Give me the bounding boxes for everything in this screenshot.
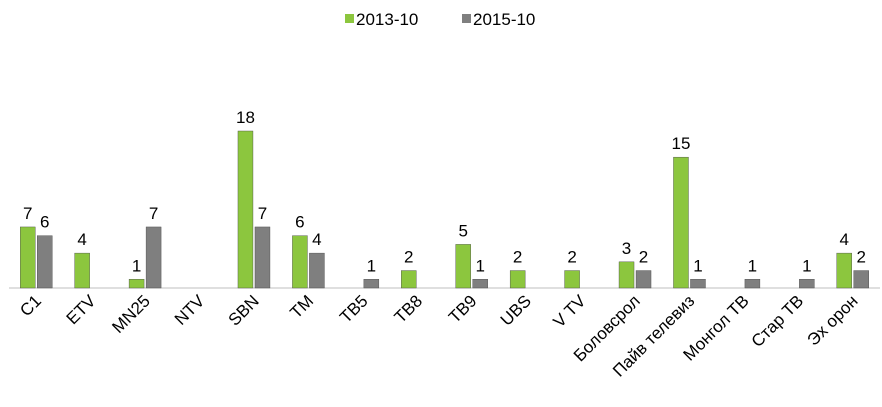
x-tick-label: TB5: [336, 291, 371, 326]
data-label: 18: [236, 108, 255, 127]
x-tick-label: V TV: [549, 291, 589, 331]
data-label: 1: [748, 256, 757, 275]
x-tick-label: C1: [16, 291, 45, 320]
x-tick-label: TB8: [391, 291, 426, 326]
data-label: 2: [857, 248, 866, 267]
data-label: 7: [23, 204, 32, 223]
data-label: 7: [258, 204, 267, 223]
legend-swatch: [462, 14, 471, 23]
bar: [799, 279, 815, 289]
x-tick-label: Стар ТВ: [748, 291, 808, 351]
x-tick-label: Эх орон: [803, 291, 861, 349]
data-label: 2: [404, 248, 413, 267]
bar: [401, 270, 417, 289]
bar: [744, 279, 761, 289]
bar: [363, 279, 380, 289]
data-label: 6: [40, 213, 49, 232]
bar: [635, 270, 652, 289]
bar: [292, 235, 308, 289]
data-label: 6: [295, 213, 304, 232]
bar: [836, 252, 852, 289]
legend-swatch: [345, 14, 354, 23]
data-label: 1: [132, 256, 141, 275]
data-label: 2: [639, 248, 648, 267]
x-tick-label: TB9: [445, 291, 480, 326]
bar: [472, 279, 488, 289]
data-label: 4: [840, 230, 849, 249]
bar: [673, 156, 689, 289]
data-label: 1: [693, 256, 702, 275]
bar: [455, 244, 471, 289]
bar: [128, 279, 145, 289]
x-tick-label: ETV: [63, 291, 100, 328]
bar: [254, 226, 271, 289]
bar: [145, 226, 162, 289]
data-label: 1: [802, 256, 811, 275]
x-tick-label: SBN: [225, 291, 263, 329]
legend-label: 2013-10: [356, 10, 418, 29]
bar: [309, 252, 325, 289]
bar: [564, 270, 580, 289]
bar: [509, 270, 526, 289]
data-label: 5: [458, 221, 467, 240]
x-tick-label: TM: [286, 291, 317, 322]
data-label: 3: [622, 239, 631, 258]
bar: [20, 226, 36, 289]
bar: [690, 279, 706, 289]
bar: [618, 261, 635, 289]
x-tick-label: NTV: [171, 291, 209, 329]
legend-label: 2015-10: [473, 10, 535, 29]
data-label: 4: [77, 230, 86, 249]
bar: [237, 130, 254, 289]
data-label: 2: [513, 248, 522, 267]
data-label: 1: [475, 256, 484, 275]
x-tick-label: UBS: [497, 291, 535, 329]
data-label: 2: [567, 248, 576, 267]
data-label: 15: [672, 134, 691, 153]
data-label: 1: [367, 256, 376, 275]
bar: [74, 252, 90, 289]
x-tick-label: MN25: [108, 291, 154, 337]
data-label: 7: [149, 204, 158, 223]
data-label: 4: [312, 230, 321, 249]
bar: [37, 235, 53, 289]
bar: [853, 270, 869, 289]
